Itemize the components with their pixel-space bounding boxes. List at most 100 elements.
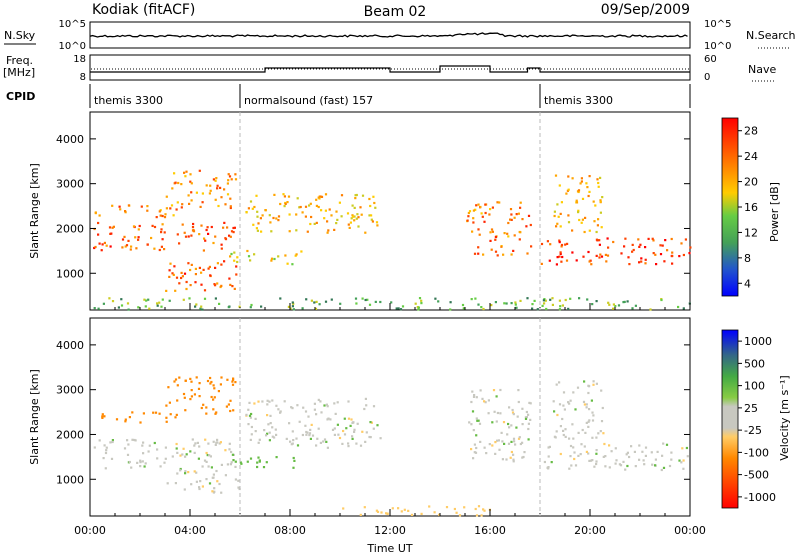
data-cell — [212, 384, 215, 387]
data-cell — [229, 206, 232, 210]
data-cell — [623, 245, 626, 248]
data-cell — [543, 298, 546, 301]
data-cell — [233, 226, 236, 229]
data-cell — [175, 276, 179, 279]
data-cell — [483, 509, 486, 512]
data-cell — [283, 195, 286, 198]
data-cell — [301, 433, 304, 437]
data-cell — [250, 425, 253, 429]
data-cell — [250, 433, 253, 436]
data-cell — [577, 211, 580, 214]
data-cell — [588, 459, 591, 462]
data-cell — [461, 303, 465, 307]
data-cell — [605, 260, 608, 263]
data-cell — [208, 265, 211, 268]
data-cell — [179, 467, 182, 471]
data-cell — [220, 463, 223, 466]
data-cell — [109, 245, 112, 248]
data-cell — [235, 273, 238, 276]
power-data — [93, 169, 692, 311]
data-cell — [487, 399, 490, 402]
data-cell — [482, 508, 485, 511]
data-cell — [467, 215, 470, 218]
data-cell — [135, 247, 138, 250]
data-cell — [606, 237, 609, 240]
data-cell — [336, 401, 339, 404]
data-cell — [220, 284, 223, 287]
data-cell — [161, 223, 164, 226]
data-cell — [599, 176, 602, 179]
data-cell — [234, 460, 237, 463]
data-cell — [355, 217, 358, 220]
data-cell — [201, 192, 204, 195]
data-cell — [330, 214, 333, 217]
data-cell — [215, 177, 218, 180]
data-cell — [527, 427, 530, 431]
data-cell — [376, 510, 380, 513]
data-cell — [508, 406, 511, 409]
data-cell — [153, 247, 156, 250]
data-cell — [158, 301, 161, 304]
data-cell — [347, 442, 350, 445]
data-cell — [208, 454, 211, 457]
data-cell — [189, 284, 192, 287]
data-cell — [93, 227, 96, 231]
data-cell — [592, 380, 595, 383]
data-cell — [587, 194, 590, 198]
data-cell — [368, 214, 371, 217]
data-cell — [193, 444, 196, 447]
data-cell — [462, 307, 465, 310]
data-cell — [558, 381, 561, 384]
data-cell — [573, 451, 576, 454]
data-cell — [449, 308, 452, 311]
data-cell — [612, 303, 615, 306]
data-cell — [514, 303, 517, 306]
data-cell — [561, 417, 564, 421]
data-cell — [558, 255, 561, 258]
data-cell — [126, 439, 129, 442]
data-cell — [361, 430, 364, 433]
data-cell — [490, 304, 493, 307]
data-cell — [515, 213, 518, 216]
data-cell — [189, 450, 192, 453]
freq-tick-bottom: 8 — [80, 72, 86, 83]
data-cell — [234, 178, 238, 181]
data-cell — [553, 210, 556, 213]
data-cell — [363, 506, 366, 509]
data-cell — [233, 251, 236, 254]
data-cell — [626, 464, 629, 468]
data-cell — [491, 444, 494, 447]
data-cell — [231, 453, 234, 456]
data-cell — [286, 201, 289, 204]
data-cell — [571, 423, 574, 426]
data-cell — [595, 460, 598, 463]
data-cell — [130, 245, 133, 248]
data-cell — [192, 230, 196, 233]
data-cell — [650, 451, 653, 454]
data-cell — [165, 420, 168, 423]
data-cell — [515, 426, 518, 429]
data-cell — [143, 465, 146, 468]
data-cell — [159, 465, 162, 468]
data-cell — [105, 244, 108, 247]
data-cell — [370, 214, 373, 217]
data-cell — [560, 243, 564, 247]
data-cell — [298, 420, 301, 423]
data-cell — [137, 306, 140, 309]
data-cell — [686, 455, 689, 458]
data-cell — [370, 218, 373, 221]
data-cell — [172, 273, 175, 276]
data-cell — [214, 297, 217, 300]
data-cell — [588, 229, 591, 232]
data-cell — [271, 435, 274, 438]
data-cell — [265, 434, 268, 437]
data-cell — [346, 212, 350, 215]
data-cell — [631, 307, 634, 310]
velocity-frame — [89, 317, 691, 517]
data-cell — [501, 440, 504, 443]
data-cell — [198, 169, 201, 172]
data-cell — [138, 224, 141, 228]
data-cell — [305, 433, 308, 436]
data-cell — [173, 265, 176, 268]
data-cell — [185, 287, 188, 291]
